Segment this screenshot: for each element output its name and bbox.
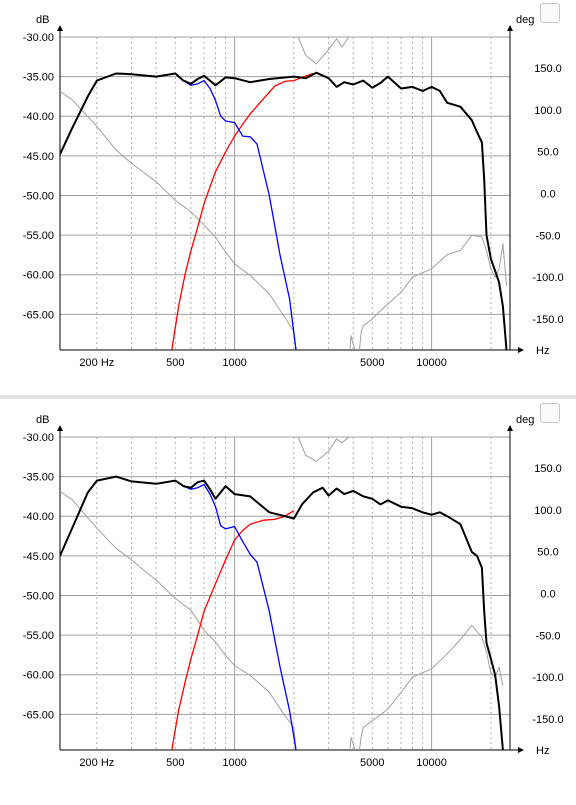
plot-area [60,37,510,350]
y-tick-label: -55.00 [23,630,54,642]
y-tick-label: -50.00 [23,590,54,602]
x-axis-unit-label: Hz [536,745,549,757]
y-tick-label: -65.00 [23,309,54,321]
x-tick-label: 1000 [222,357,246,369]
x-axis-unit-label: Hz [536,345,549,357]
y2-tick-label: 0.0 [540,589,555,601]
x-tick-label: 10000 [416,357,447,369]
frequency-response-chart: dB deg Hz -30.00 -35.00 -40.00 -45.00 -50.00 -55… [23,14,564,369]
series-line-total [60,475,504,750]
y2-tick-label: -100.0 [532,272,563,284]
y2-tick-label: -50.0 [535,630,560,642]
y2-tick-label: 150.0 [534,463,562,475]
x-tick-label: 5000 [360,357,384,369]
plot-area [60,437,510,750]
x-tick-label: 500 [166,757,184,769]
y2-tick-label: 50.0 [537,547,558,559]
y-axis-arrow [57,25,63,31]
y-tick-label: -55.00 [23,230,54,242]
y2-axis-arrow [507,425,513,431]
y-tick-label: -60.00 [23,270,54,282]
y2-tick-label: 100.0 [534,505,562,517]
y2-tick-label: 50.0 [537,147,558,159]
y-tick-label: -45.00 [23,151,54,163]
y-tick-label: -30.00 [23,32,54,44]
x-tick-label: 1000 [222,757,246,769]
y-tick-label: -50.00 [23,190,54,202]
y2-axis-unit-label: deg [516,14,534,26]
y-tick-label: -60.00 [23,670,54,682]
y2-tick-label: -150.0 [532,714,563,726]
y2-axis-unit-label: deg [516,414,534,426]
x-tick-label: 200 Hz [79,757,114,769]
series-line-phase [60,37,507,350]
y-tick-label: -35.00 [23,472,54,484]
y2-tick-label: 100.0 [534,105,562,117]
x-axis-arrow [518,747,524,753]
x-tick-label: 200 Hz [79,357,114,369]
series-line-woofer [183,483,297,750]
y-tick-label: -45.00 [23,551,54,563]
series-line-total [60,71,508,350]
y-axis-unit-label: dB [36,414,49,426]
x-tick-label: 500 [166,357,184,369]
y2-tick-label: -50.0 [535,230,560,242]
y-tick-label: -35.00 [23,72,54,84]
x-tick-label: 5000 [360,757,384,769]
y2-tick-label: -150.0 [532,314,563,326]
panel-toggle-checkbox[interactable] [540,3,560,23]
x-axis-arrow [518,347,524,353]
y-axis-unit-label: dB [36,14,49,26]
series-line-tweeter [171,510,295,750]
frequency-response-chart: dB deg Hz -30.00 -35.00 -40.00 -45.00 -50.00 -55… [23,414,564,769]
series-line-woofer [183,79,297,350]
y2-tick-label: -100.0 [532,672,563,684]
panel-divider [0,395,576,399]
y-tick-label: -40.00 [23,111,54,123]
chart-panel-top: dB deg Hz -30.00 -35.00 -40.00 -45.00 -50.00 -55… [0,0,576,396]
y-tick-label: -30.00 [23,432,54,444]
y2-axis-arrow [507,25,513,31]
y-tick-label: -40.00 [23,511,54,523]
panel-toggle-checkbox[interactable] [540,403,560,423]
y2-tick-label: 150.0 [534,63,562,75]
y2-tick-label: 0.0 [540,189,555,201]
y-tick-label: -65.00 [23,709,54,721]
series-line-tweeter [171,72,314,350]
series-line-phase [60,437,504,750]
chart-panel-bottom: dB deg Hz -30.00 -35.00 -40.00 -45.00 -50.00 -55… [0,400,576,800]
x-tick-label: 10000 [416,757,447,769]
y-axis-arrow [57,425,63,431]
